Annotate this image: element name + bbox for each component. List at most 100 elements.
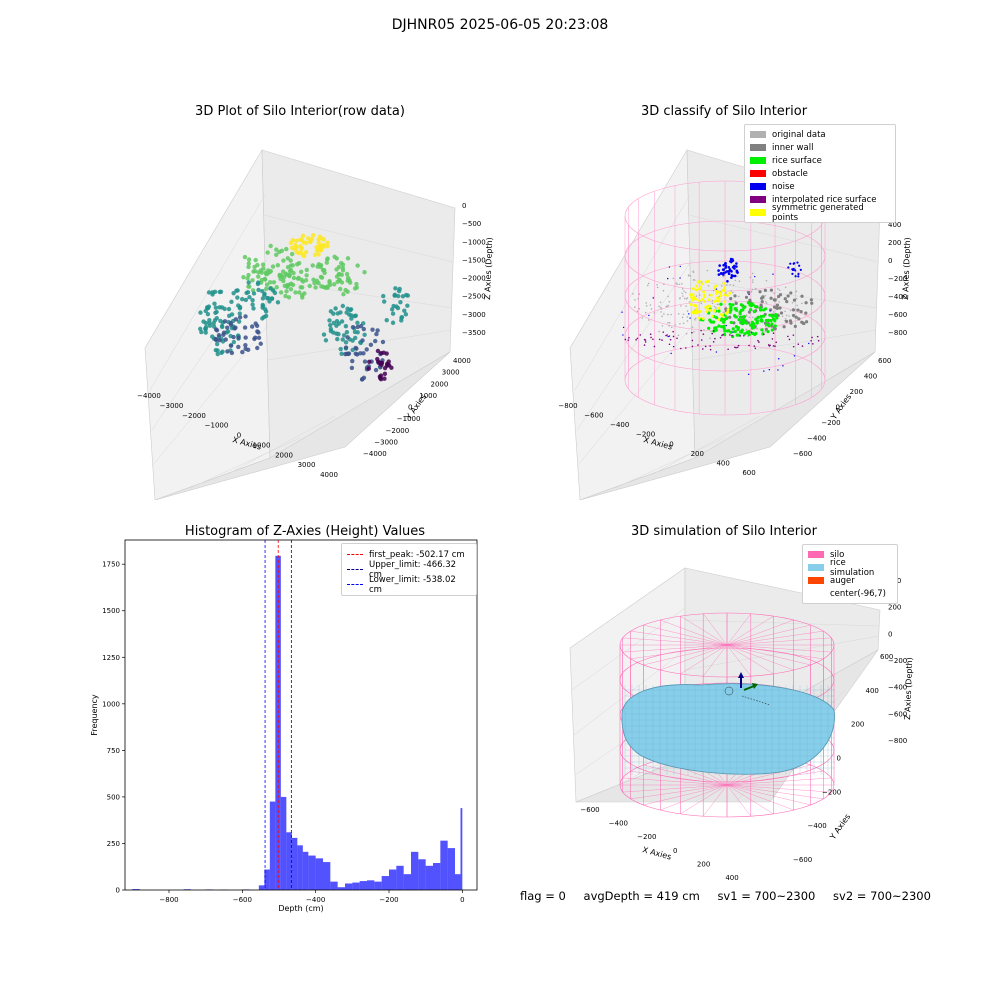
scatter-point bbox=[733, 294, 737, 298]
p2-x-ticks: −800 −600 −400 −200 0 200 400 600 bbox=[558, 402, 755, 477]
scatter-point bbox=[392, 293, 397, 298]
hist-bar bbox=[374, 881, 382, 890]
scatter-point bbox=[644, 311, 647, 314]
tick-label: 400 bbox=[864, 373, 877, 381]
scatter-point bbox=[712, 330, 715, 332]
tick-label: −200 bbox=[379, 896, 398, 904]
hist-bar bbox=[132, 889, 140, 890]
scatter-point bbox=[731, 303, 735, 307]
scatter-point bbox=[736, 346, 739, 349]
scatter-point bbox=[659, 301, 662, 304]
scatter-point bbox=[759, 319, 764, 323]
tick-label: 1500 bbox=[102, 607, 120, 615]
tick-label: −600 bbox=[233, 896, 252, 904]
scatter-point bbox=[237, 311, 243, 316]
tick-label: 200 bbox=[888, 239, 901, 247]
scatter-point bbox=[627, 339, 630, 341]
scatter-point bbox=[731, 327, 735, 331]
scatter-point bbox=[723, 286, 726, 290]
scatter-point bbox=[638, 307, 641, 310]
scatter-point bbox=[789, 262, 792, 265]
scatter-point bbox=[734, 315, 738, 319]
scatter-point bbox=[281, 275, 287, 280]
scatter-point bbox=[245, 347, 251, 353]
scatter-point bbox=[747, 310, 752, 314]
scatter-point bbox=[674, 324, 676, 326]
scatter-point bbox=[817, 339, 820, 342]
scatter-point bbox=[277, 249, 282, 255]
scatter-point bbox=[289, 251, 295, 257]
scatter-point bbox=[775, 303, 780, 307]
scatter-point bbox=[312, 252, 318, 257]
scatter-point bbox=[340, 268, 346, 273]
scatter-point bbox=[722, 332, 727, 337]
scatter-point bbox=[711, 314, 714, 318]
scatter-point bbox=[338, 346, 343, 352]
scatter-point bbox=[793, 324, 797, 328]
scatter-point bbox=[762, 330, 764, 333]
scatter-point bbox=[237, 315, 243, 320]
scatter-point bbox=[729, 260, 733, 264]
scatter-point bbox=[638, 293, 641, 295]
scatter-point bbox=[336, 272, 341, 277]
scatter-point bbox=[722, 300, 726, 304]
hist-bar bbox=[337, 887, 345, 890]
scatter-point bbox=[700, 302, 703, 305]
hist-bar bbox=[447, 848, 455, 890]
scatter-point bbox=[658, 305, 660, 308]
tick-label: 0 bbox=[408, 404, 412, 412]
tick-label: −1500 bbox=[462, 256, 486, 264]
scatter-point bbox=[748, 293, 750, 296]
scatter-point bbox=[213, 310, 218, 315]
scatter-point bbox=[755, 321, 759, 325]
scatter-point bbox=[701, 348, 704, 350]
scatter-point bbox=[766, 330, 770, 334]
scatter-point bbox=[667, 277, 669, 280]
scatter-point bbox=[336, 321, 342, 326]
hist-bar bbox=[418, 859, 426, 890]
scatter-point bbox=[729, 320, 733, 325]
scatter-point bbox=[402, 308, 407, 313]
scatter-point bbox=[801, 345, 804, 347]
scatter-point bbox=[698, 287, 701, 291]
scatter-point bbox=[298, 285, 303, 290]
scatter-point bbox=[265, 295, 270, 301]
scatter-point bbox=[709, 293, 713, 297]
scatter-point bbox=[685, 332, 688, 335]
scatter-point bbox=[256, 280, 261, 285]
scatter-point bbox=[718, 264, 721, 267]
scatter-point bbox=[250, 298, 255, 303]
scatter-point bbox=[721, 288, 725, 292]
scatter-point bbox=[229, 312, 235, 317]
scatter-point bbox=[686, 320, 689, 322]
scatter-point bbox=[676, 283, 678, 286]
scatter-point bbox=[260, 303, 266, 309]
scatter-point bbox=[735, 308, 739, 312]
scatter-point bbox=[701, 317, 705, 320]
scatter-point bbox=[381, 293, 386, 299]
scatter-point bbox=[695, 307, 699, 311]
scatter-point bbox=[752, 281, 754, 284]
scatter-point bbox=[672, 277, 675, 280]
scatter-point bbox=[740, 330, 744, 334]
scatter-point bbox=[272, 290, 278, 296]
legend-label: Upper_limit: -466.32 cm bbox=[369, 559, 457, 580]
scatter-point bbox=[797, 317, 801, 321]
scatter-point bbox=[794, 275, 797, 278]
scatter-point bbox=[718, 291, 722, 295]
scatter-point bbox=[255, 262, 260, 268]
scatter-point bbox=[389, 365, 394, 370]
scatter-point bbox=[698, 279, 701, 283]
scatter-point bbox=[349, 316, 354, 321]
scatter-point bbox=[286, 295, 292, 300]
scatter-point bbox=[327, 279, 332, 284]
scatter-point bbox=[250, 302, 255, 307]
hist-bar bbox=[359, 881, 367, 890]
scatter-point bbox=[717, 306, 721, 310]
scatter-point bbox=[793, 355, 796, 357]
p2-legend: original data inner wall rice surface obsta… bbox=[744, 124, 896, 223]
scatter-point bbox=[246, 280, 251, 285]
scatter-point bbox=[705, 310, 709, 314]
scatter-point bbox=[284, 289, 289, 294]
